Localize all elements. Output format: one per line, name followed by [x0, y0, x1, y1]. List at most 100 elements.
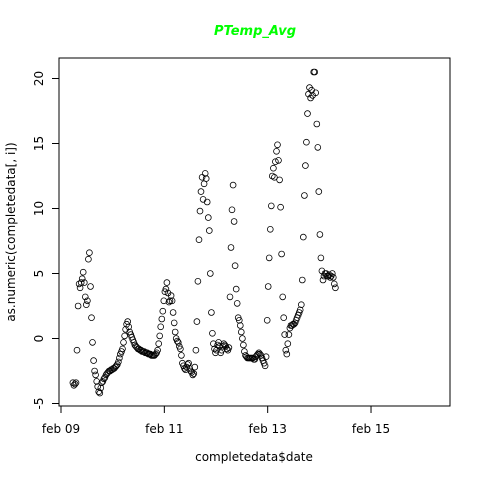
data-point [184, 361, 191, 368]
data-point [199, 196, 207, 203]
data-point [163, 279, 171, 286]
data-point [319, 276, 327, 284]
data-point [119, 345, 126, 353]
data-point [238, 328, 245, 336]
data-point [85, 255, 92, 263]
data-point [279, 293, 287, 301]
data-point [157, 323, 165, 331]
data-point [190, 370, 198, 377]
data-point [175, 339, 182, 346]
data-point [192, 346, 200, 354]
data-point [326, 274, 334, 281]
data-point [89, 339, 96, 346]
data-point [264, 283, 272, 290]
data-point [303, 138, 310, 146]
data-point [195, 236, 203, 244]
data-point [232, 285, 240, 293]
data-point [298, 276, 306, 284]
data-point [79, 268, 87, 276]
x-tick-label: feb 13 [249, 422, 287, 436]
data-point [229, 181, 237, 189]
data-point [302, 162, 309, 169]
data-point [116, 354, 123, 362]
data-point [233, 300, 241, 307]
data-point [328, 270, 336, 277]
data-point [283, 350, 291, 358]
data-point [73, 346, 81, 354]
data-point [281, 331, 289, 338]
data-point [196, 207, 204, 215]
x-axis: feb 09 feb 11 feb 13 feb 15 [42, 406, 390, 436]
data-point [95, 388, 102, 396]
data-point [171, 328, 179, 336]
data-point [81, 279, 88, 286]
data-point [87, 283, 94, 290]
data-point [263, 316, 271, 324]
x-tick-label: feb 11 [145, 422, 183, 436]
data-point [92, 371, 99, 379]
y-tick-label: -5 [32, 398, 46, 410]
data-point [230, 218, 238, 225]
data-point [121, 332, 128, 340]
data-point [225, 344, 233, 351]
data-point [268, 172, 276, 180]
data-point [290, 320, 298, 328]
data-point [284, 340, 292, 348]
data-point [203, 198, 211, 206]
data-point [159, 307, 167, 315]
data-point [97, 384, 105, 392]
x-axis-label: completedata$date [195, 450, 313, 464]
data-point [162, 285, 170, 293]
data-point [198, 174, 206, 181]
data-point [71, 380, 79, 388]
data-point [267, 202, 275, 210]
data-point [76, 284, 84, 292]
data-point [231, 262, 239, 270]
y-tick-label: 20 [32, 71, 46, 86]
data-point [275, 157, 282, 164]
data-point [124, 318, 131, 325]
data-point [237, 322, 244, 329]
data-point [299, 233, 307, 241]
data-point [226, 293, 234, 301]
data-point [155, 340, 163, 348]
data-point [297, 301, 305, 309]
data-point [193, 318, 201, 325]
data-point [189, 371, 197, 379]
data-point [88, 314, 95, 322]
y-axis-label: as.numeric(completedata[, i]) [4, 142, 18, 321]
data-point [154, 346, 161, 354]
data-point [93, 378, 100, 385]
y-tick-label: 15 [32, 136, 46, 151]
data-point [273, 148, 280, 155]
data-point [83, 301, 90, 309]
data-point [207, 270, 214, 277]
data-point [296, 306, 304, 314]
data-point [332, 284, 339, 292]
data-point [165, 298, 173, 306]
data-point [90, 357, 97, 364]
data-point [266, 226, 274, 233]
data-point [202, 175, 210, 182]
data-point [84, 297, 91, 305]
data-point [72, 379, 80, 387]
data-point [270, 164, 277, 172]
data-point [330, 280, 338, 288]
data-point [169, 309, 177, 316]
data-point [166, 297, 174, 305]
data-point [316, 231, 324, 238]
data-point [152, 350, 159, 358]
data-point [311, 68, 319, 76]
data-point [304, 110, 311, 117]
data-point [209, 329, 216, 337]
data-point [178, 352, 185, 359]
data-point [197, 188, 205, 195]
data-point [317, 254, 325, 262]
data-point [158, 315, 166, 323]
data-point [86, 249, 93, 257]
data-point [82, 293, 89, 301]
data-points [69, 68, 339, 397]
data-point [201, 170, 209, 177]
data-point [78, 275, 86, 283]
